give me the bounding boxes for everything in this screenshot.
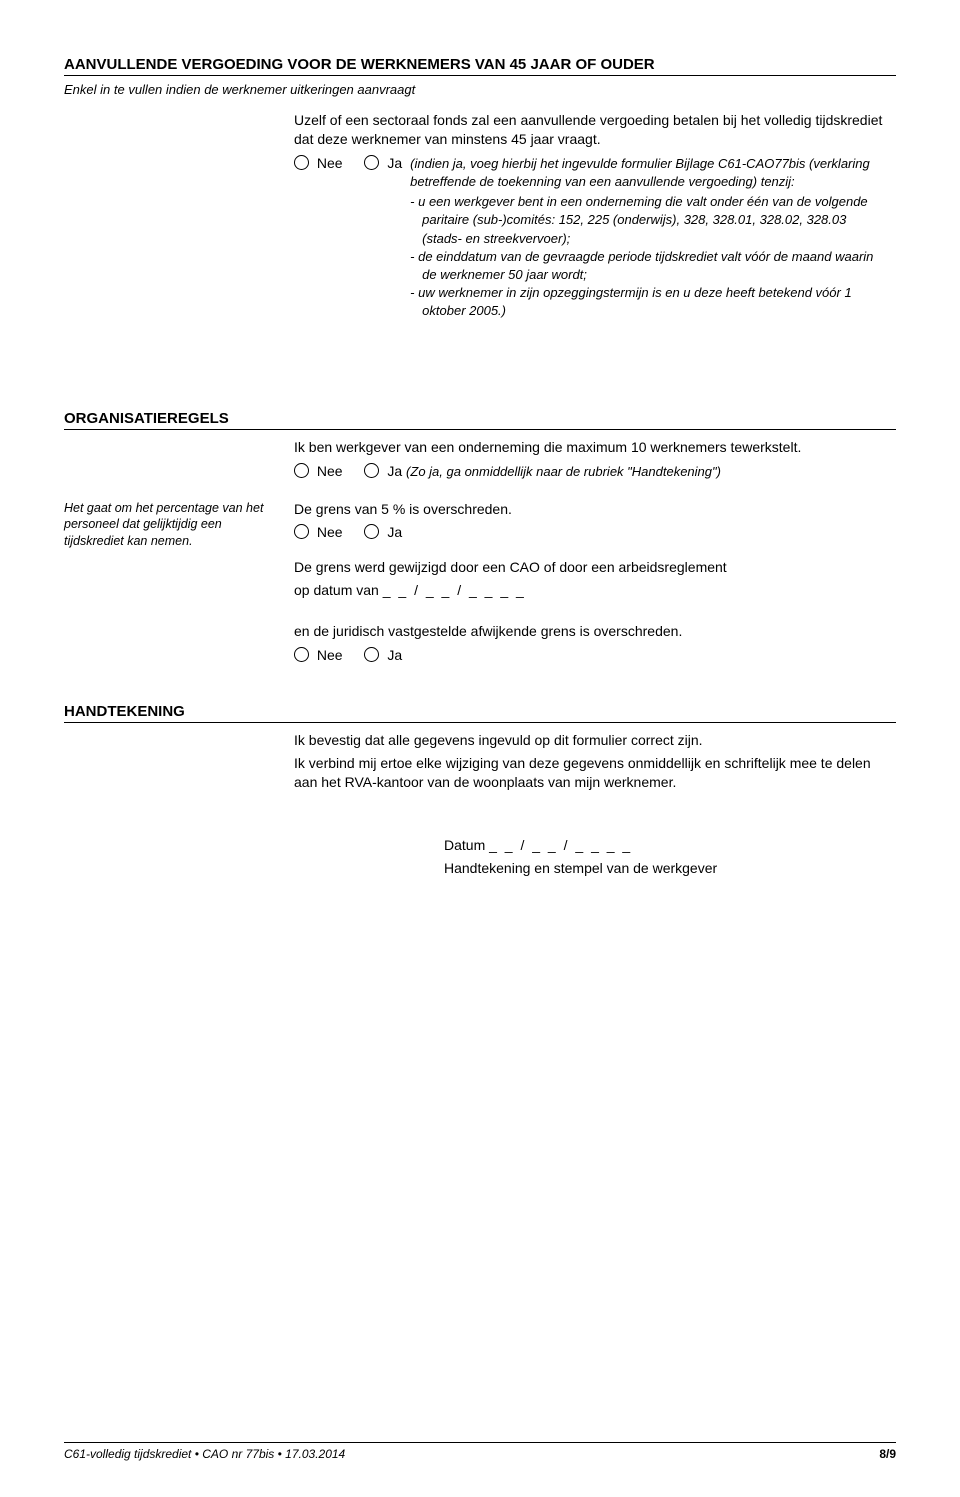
section-title-aanvullende: AANVULLENDE VERGOEDING VOOR DE WERKNEMER… (64, 56, 896, 76)
radio-ja-3[interactable] (364, 524, 379, 539)
tenzij-list: u een werkgever bent in een onderneming … (410, 193, 886, 320)
page: AANVULLENDE VERGOEDING VOOR DE WERKNEMER… (0, 0, 960, 1497)
org-neeja-1: Nee Ja (Zo ja, ga onmiddellijk naar de r… (294, 463, 896, 481)
ja-label-3: Ja (387, 524, 402, 540)
radio-nee-1[interactable] (294, 155, 309, 170)
footer-left: C61-volledig tijdskrediet • CAO nr 77bis… (64, 1447, 345, 1461)
nee-label-2: Nee (317, 463, 343, 479)
ja-label-2: Ja (387, 463, 402, 479)
sig-label: Handtekening en stempel van de werkgever (444, 859, 896, 878)
footer-right: 8/9 (879, 1447, 896, 1461)
bullet-3: uw werknemer in zijn opzeggingstermijn i… (410, 284, 886, 320)
radio-ja-1[interactable] (364, 155, 379, 170)
ja-label: Ja (387, 155, 402, 171)
org-neeja-3: Nee Ja (294, 647, 896, 663)
opdatum-prefix: op datum van (294, 582, 379, 598)
hand-line1: Ik bevestig dat alle gegevens ingevuld o… (294, 731, 896, 750)
date-input-2[interactable]: _ _ / _ _ / _ _ _ _ (489, 837, 632, 853)
org-neeja-2: Nee Ja (294, 524, 896, 540)
hand-line2: Ik verbind mij ertoe elke wijziging van … (294, 754, 896, 792)
ja-suffix: (Zo ja, ga onmiddellijk naar de rubriek … (406, 464, 721, 479)
nee-label-3: Nee (317, 524, 343, 540)
org-line1: Ik ben werkgever van een onderneming die… (294, 438, 896, 457)
bullet-1: u een werkgever bent in een onderneming … (410, 193, 886, 248)
nee-label-4: Nee (317, 647, 343, 663)
bullet-2: de einddatum van de gevraagde periode ti… (410, 248, 886, 284)
org-right: De grens van 5 % is overschreden. Nee Ja… (294, 500, 896, 664)
aanvullende-body: Uzelf of een sectoraal fonds zal een aan… (294, 111, 896, 320)
opdatum-row: op datum van _ _ / _ _ / _ _ _ _ (294, 581, 896, 600)
nee-label: Nee (317, 155, 343, 171)
radio-nee-3[interactable] (294, 524, 309, 539)
section-subtitle: Enkel in te vullen indien de werknemer u… (64, 82, 896, 97)
ja-label-4: Ja (387, 647, 402, 663)
cao-line: De grens werd gewijzigd door een CAO of … (294, 558, 896, 577)
hand-body: Ik bevestig dat alle gegevens ingevuld o… (294, 731, 896, 877)
org-line1-block: Ik ben werkgever van een onderneming die… (294, 438, 896, 481)
radio-nee-2[interactable] (294, 463, 309, 478)
section-title-org: ORGANISATIEREGELS (64, 410, 896, 430)
intro-text: Uzelf of een sectoraal fonds zal een aan… (294, 111, 896, 149)
left-note: Het gaat om het percentage van het perso… (64, 500, 274, 664)
grens5: De grens van 5 % is overschreden. (294, 500, 896, 519)
page-footer: C61-volledig tijdskrediet • CAO nr 77bis… (64, 1442, 896, 1461)
radio-ja-4[interactable] (364, 647, 379, 662)
nee-ja-row: Nee Ja (indien ja, voeg hierbij het inge… (294, 155, 896, 321)
juridisch-line: en de juridisch vastgestelde afwijkende … (294, 622, 896, 641)
org-two-col: Het gaat om het percentage van het perso… (64, 500, 896, 664)
ja-intro: (indien ja, voeg hierbij het ingevulde f… (410, 156, 870, 189)
radio-ja-2[interactable] (364, 463, 379, 478)
datum-label: Datum (444, 837, 485, 853)
datum-row: Datum _ _ / _ _ / _ _ _ _ (444, 836, 896, 855)
radio-nee-4[interactable] (294, 647, 309, 662)
signature-block: Datum _ _ / _ _ / _ _ _ _ Handtekening e… (444, 836, 896, 878)
date-input-1[interactable]: _ _ / _ _ / _ _ _ _ (383, 582, 526, 598)
section-title-hand: HANDTEKENING (64, 703, 896, 723)
